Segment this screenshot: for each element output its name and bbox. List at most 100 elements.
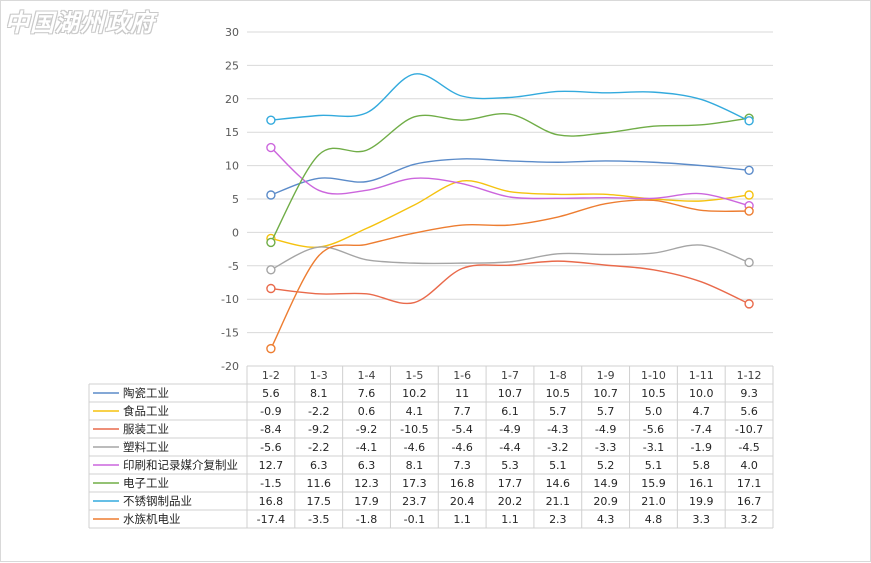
data-label: -10.7 xyxy=(735,423,763,436)
data-label: 5.7 xyxy=(549,405,567,418)
data-label: 1.1 xyxy=(453,513,471,526)
data-label: 16.8 xyxy=(450,477,475,490)
data-label: 21.0 xyxy=(641,495,666,508)
x-tick-label: 1-10 xyxy=(641,369,666,382)
data-label: 10.5 xyxy=(546,387,571,400)
series-line xyxy=(270,73,750,122)
data-label: 3.2 xyxy=(740,513,758,526)
y-tick-label: 10 xyxy=(225,160,239,173)
series-line xyxy=(270,179,750,248)
x-tick-label: 1-8 xyxy=(549,369,567,382)
data-label: 17.9 xyxy=(354,495,379,508)
data-label: -5.6 xyxy=(260,441,281,454)
series-endpoint-marker xyxy=(266,142,276,153)
data-label: 4.3 xyxy=(597,513,615,526)
series-endpoint-marker xyxy=(266,283,276,294)
x-tick-label: 1-3 xyxy=(310,369,328,382)
y-tick-label: -15 xyxy=(221,327,239,340)
data-label: 7.6 xyxy=(358,387,376,400)
y-tick-label: 15 xyxy=(225,126,239,139)
data-label: 4.1 xyxy=(406,405,424,418)
series-endpoint-marker xyxy=(744,116,754,126)
data-label: -4.4 xyxy=(499,441,520,454)
series-endpoint-marker xyxy=(744,165,754,175)
data-label: 4.8 xyxy=(645,513,663,526)
data-label: 17.3 xyxy=(402,477,427,490)
x-tick-label: 1-4 xyxy=(358,369,376,382)
x-tick-label: 1-7 xyxy=(501,369,519,382)
series-endpoint-marker xyxy=(744,206,754,216)
data-label: -9.2 xyxy=(356,423,377,436)
series-endpoint-marker xyxy=(266,115,276,125)
data-label: 4.0 xyxy=(740,459,758,472)
data-label: 12.3 xyxy=(354,477,379,490)
series-lines xyxy=(266,73,754,354)
y-axis-ticks: -20 -15 -10 -5 0 5 10 15 20 25 30 xyxy=(221,26,239,373)
legend-label: 服装工业 xyxy=(123,422,169,436)
data-label: 7.3 xyxy=(453,459,471,472)
x-tick-label: 1-5 xyxy=(405,369,423,382)
data-label: -2.2 xyxy=(308,405,329,418)
series-endpoint-marker xyxy=(266,237,276,248)
data-label: 5.6 xyxy=(262,387,280,400)
y-tick-label: 20 xyxy=(225,93,239,106)
data-label: 10.5 xyxy=(641,387,666,400)
data-label: 4.7 xyxy=(693,405,711,418)
data-label: 11.6 xyxy=(306,477,331,490)
y-tick-label: -10 xyxy=(221,293,239,306)
data-label: 5.1 xyxy=(645,459,663,472)
data-label: -10.5 xyxy=(400,423,428,436)
watermark-logo: 中国湖州政府 xyxy=(5,8,155,37)
data-label: -3.5 xyxy=(308,513,329,526)
data-label: -3.3 xyxy=(595,441,616,454)
series-line xyxy=(270,158,750,196)
data-label: -4.6 xyxy=(404,441,425,454)
series-endpoint-marker xyxy=(744,257,754,268)
data-label: 5.8 xyxy=(693,459,711,472)
data-label: -0.1 xyxy=(404,513,425,526)
data-label: 11 xyxy=(455,387,469,400)
data-label: 3.3 xyxy=(693,513,711,526)
data-label: 6.3 xyxy=(310,459,328,472)
series-endpoint-marker xyxy=(266,343,276,354)
data-label: -9.2 xyxy=(308,423,329,436)
series-line xyxy=(270,112,750,243)
series-line xyxy=(270,147,750,207)
data-label: -5.6 xyxy=(643,423,664,436)
y-tick-label: -5 xyxy=(228,260,239,273)
data-label: 5.7 xyxy=(597,405,615,418)
data-label: 6.3 xyxy=(358,459,376,472)
x-tick-label: 1-6 xyxy=(453,369,471,382)
data-label: 0.6 xyxy=(358,405,376,418)
data-label: 8.1 xyxy=(406,459,424,472)
y-tick-label: 25 xyxy=(225,59,239,72)
data-label: 20.9 xyxy=(593,495,618,508)
series-line xyxy=(270,199,750,349)
data-table: 1-2 1-3 1-4 1-5 1-6 1-7 1-8 1-9 1-10 1-11 1-12 陶瓷工业… xyxy=(88,365,774,529)
data-label: 10.0 xyxy=(689,387,714,400)
grid-lines xyxy=(247,31,773,334)
data-label: -1.9 xyxy=(691,441,712,454)
data-label: 5.6 xyxy=(740,405,758,418)
data-label: -7.4 xyxy=(691,423,712,436)
data-label: 5.0 xyxy=(645,405,663,418)
data-label: 19.9 xyxy=(689,495,714,508)
data-label: -17.4 xyxy=(257,513,285,526)
data-label: -1.8 xyxy=(356,513,377,526)
data-label: -4.6 xyxy=(451,441,472,454)
y-tick-label: 0 xyxy=(232,226,239,239)
data-label: -8.4 xyxy=(260,423,281,436)
data-label: 20.4 xyxy=(450,495,475,508)
data-label: -5.4 xyxy=(451,423,472,436)
series-endpoint-marker xyxy=(744,299,754,309)
series-line xyxy=(270,260,750,305)
y-tick-label: 5 xyxy=(232,193,239,206)
legend-label: 塑料工业 xyxy=(123,440,169,454)
data-label: 8.1 xyxy=(310,387,328,400)
data-label: 2.3 xyxy=(549,513,567,526)
data-label: -1.5 xyxy=(260,477,281,490)
data-label: -4.1 xyxy=(356,441,377,454)
data-label: 20.2 xyxy=(498,495,523,508)
data-label: 7.7 xyxy=(453,405,471,418)
